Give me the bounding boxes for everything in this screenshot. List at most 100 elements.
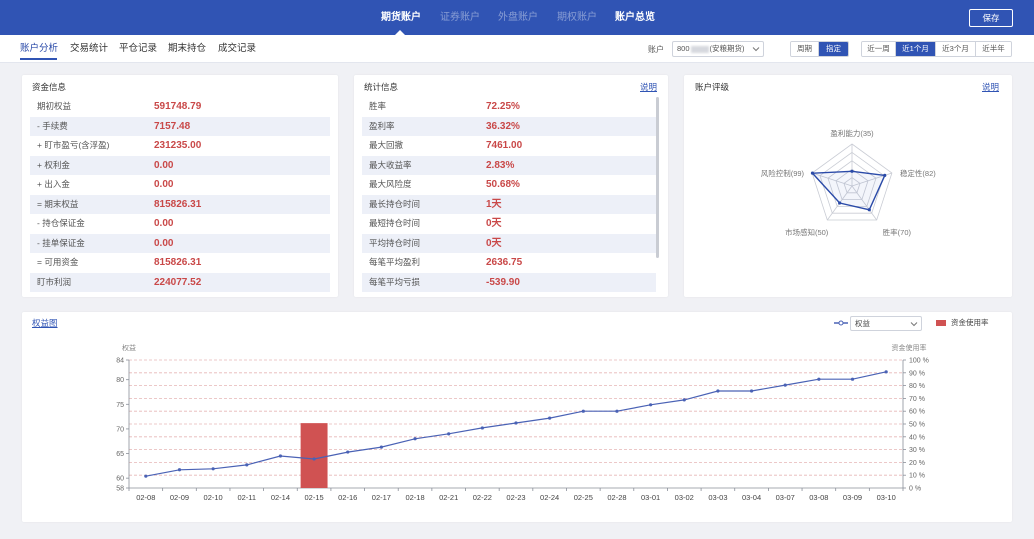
range-last-half-year[interactable]: 近半年 bbox=[976, 42, 1011, 56]
fund-row-value: 0.00 bbox=[154, 218, 174, 229]
stat-row-value: 2636.75 bbox=[486, 257, 523, 268]
range-last-week[interactable]: 近一周 bbox=[862, 42, 896, 56]
equity-point bbox=[312, 457, 316, 461]
funds-info-title: 资金信息 bbox=[32, 82, 67, 92]
x-axis-tick-label: 02-10 bbox=[204, 493, 223, 502]
x-axis-tick-label: 02-16 bbox=[338, 493, 357, 502]
radar-spoke bbox=[851, 185, 878, 221]
equity-point bbox=[884, 370, 888, 374]
radar-axis-label: 盈利能力(35) bbox=[830, 128, 874, 138]
radar-data-point bbox=[838, 201, 842, 205]
left-axis-tick-label: 80 bbox=[116, 377, 124, 384]
stat-row: 每笔平均盈利 2636.75 bbox=[362, 253, 656, 273]
rating-help-link[interactable]: 说明 bbox=[982, 82, 1000, 92]
tab-trade-records[interactable]: 成交记录 bbox=[218, 43, 257, 54]
stat-row: 每笔平均亏损 -539.90 bbox=[362, 272, 656, 292]
x-axis-tick-label: 03-04 bbox=[742, 493, 761, 502]
x-axis-tick-label: 02-11 bbox=[237, 493, 256, 502]
account-rating-title: 账户评级 bbox=[695, 82, 730, 92]
radar-grid-ring bbox=[843, 177, 861, 194]
stat-row-value: 7461.00 bbox=[486, 140, 523, 151]
usage-legend-label[interactable]: 资金使用率 bbox=[951, 318, 989, 327]
save-button[interactable]: 保存 bbox=[969, 9, 1013, 27]
account-number-prefix: 800 bbox=[677, 44, 690, 53]
account-select[interactable]: 800 (安粮期货) bbox=[672, 41, 764, 57]
nav-account-overview[interactable]: 账户总览 bbox=[615, 12, 655, 23]
x-axis-tick-label: 03-09 bbox=[843, 493, 862, 502]
stat-row-value: 50.68% bbox=[486, 179, 520, 190]
stat-row-label: 每笔平均盈利 bbox=[369, 257, 421, 267]
x-axis-tick-label: 02-28 bbox=[607, 493, 626, 502]
x-axis-tick-label: 03-03 bbox=[708, 493, 727, 502]
rating-radar-chart: 盈利能力(35) 稳定性(82) 胜率(70) 市场感知(50) 风险控制(99) bbox=[761, 128, 937, 237]
range-last-1-month[interactable]: 近1个月 bbox=[896, 42, 936, 56]
x-axis-tick-label: 03-08 bbox=[809, 493, 828, 502]
equity-point bbox=[783, 383, 787, 387]
fund-row: + 权利金 0.00 bbox=[30, 155, 330, 175]
stats-help-link[interactable]: 说明 bbox=[640, 82, 658, 92]
stat-row: 盈利率 36.32% bbox=[362, 116, 656, 136]
stats-scrollbar[interactable] bbox=[656, 97, 659, 258]
stat-row: 最大收益率 2.83% bbox=[362, 155, 656, 175]
account-label: 账户 bbox=[648, 45, 664, 54]
x-axis-tick-label: 02-08 bbox=[136, 493, 155, 502]
equity-legend-line-icon bbox=[834, 320, 848, 326]
x-axis-tick-label: 02-18 bbox=[405, 493, 424, 502]
stat-row-value: 0天 bbox=[486, 237, 502, 249]
left-axis-tick-label: 75 bbox=[116, 402, 124, 409]
equity-point bbox=[447, 432, 451, 436]
equity-point bbox=[615, 409, 619, 413]
fund-row: - 手续费 7157.48 bbox=[30, 116, 330, 136]
stat-row: 最短持仓时间 0天 bbox=[362, 214, 656, 234]
radar-data-point bbox=[883, 173, 887, 177]
radar-axis-label: 稳定性(82) bbox=[900, 168, 936, 178]
tab-account-analysis[interactable]: 账户分析 bbox=[20, 43, 59, 54]
usage-bar bbox=[300, 423, 328, 488]
stat-row-value: -539.90 bbox=[486, 276, 520, 288]
right-axis-tick-label: 20 % bbox=[909, 460, 925, 467]
x-axis-tick-label: 03-01 bbox=[641, 493, 660, 502]
fund-row: 期初权益 591748.79 bbox=[30, 97, 330, 117]
equity-point bbox=[177, 468, 182, 472]
equity-point bbox=[514, 421, 518, 425]
left-axis-tick-label: 70 bbox=[116, 426, 124, 433]
tab-trade-stats[interactable]: 交易统计 bbox=[70, 43, 109, 54]
left-axis-tick-label: 60 bbox=[116, 476, 124, 483]
stat-row-value: 72.25% bbox=[486, 101, 520, 112]
fund-row-value: 224077.52 bbox=[154, 276, 202, 288]
fund-row: - 挂单保证金 0.00 bbox=[30, 233, 330, 253]
account-number-redacted bbox=[690, 45, 709, 53]
stat-row-value: 0天 bbox=[486, 218, 502, 229]
right-axis-tick-label: 30 % bbox=[909, 447, 925, 454]
nav-overseas-account[interactable]: 外盘账户 bbox=[498, 12, 538, 23]
right-axis-tick-label: 90 % bbox=[909, 370, 925, 377]
stat-row-label: 最大风险度 bbox=[369, 179, 412, 189]
right-axis-tick-label: 60 % bbox=[909, 409, 925, 416]
nav-securities-account[interactable]: 证券账户 bbox=[440, 12, 480, 23]
right-axis-tick-label: 10 % bbox=[909, 473, 925, 480]
period-mode-cycle[interactable]: 周期 bbox=[791, 42, 819, 56]
equity-point bbox=[548, 416, 552, 420]
x-axis-tick-label: 02-23 bbox=[506, 493, 525, 502]
nav-options-account[interactable]: 期权账户 bbox=[557, 12, 597, 23]
tab-end-positions[interactable]: 期末持仓 bbox=[168, 43, 207, 54]
right-axis-tick-label: 70 % bbox=[909, 396, 925, 403]
radar-grid-ring bbox=[819, 151, 885, 214]
equity-series-select[interactable]: 权益 bbox=[850, 316, 922, 331]
left-axis-tick-label: 58 bbox=[116, 486, 124, 493]
nav-futures-account[interactable]: 期货账户 bbox=[381, 12, 421, 23]
account-rating-card: 盈利能力(35) 稳定性(82) 胜率(70) 市场感知(50) 风险控制(99) 账户… bbox=[684, 75, 1012, 297]
range-last-3-months[interactable]: 近3个月 bbox=[936, 42, 976, 56]
x-axis-tick-label: 03-02 bbox=[675, 493, 694, 502]
equity-chart-title[interactable]: 权益图 bbox=[32, 318, 58, 328]
left-axis-title: 权益 bbox=[122, 343, 136, 352]
stat-row: 平均持仓时间 0天 bbox=[362, 233, 656, 253]
fund-row-value: 231235.00 bbox=[154, 140, 202, 151]
radar-grid-ring bbox=[835, 168, 869, 200]
period-mode-custom[interactable]: 指定 bbox=[819, 42, 848, 56]
fund-row-label: 盯市利润 bbox=[37, 276, 72, 287]
x-axis-tick-label: 02-17 bbox=[372, 493, 391, 502]
stat-row-label: 每笔平均亏损 bbox=[369, 276, 421, 287]
x-axis-tick-label: 02-24 bbox=[540, 493, 559, 502]
tab-close-records[interactable]: 平仓记录 bbox=[119, 43, 158, 54]
